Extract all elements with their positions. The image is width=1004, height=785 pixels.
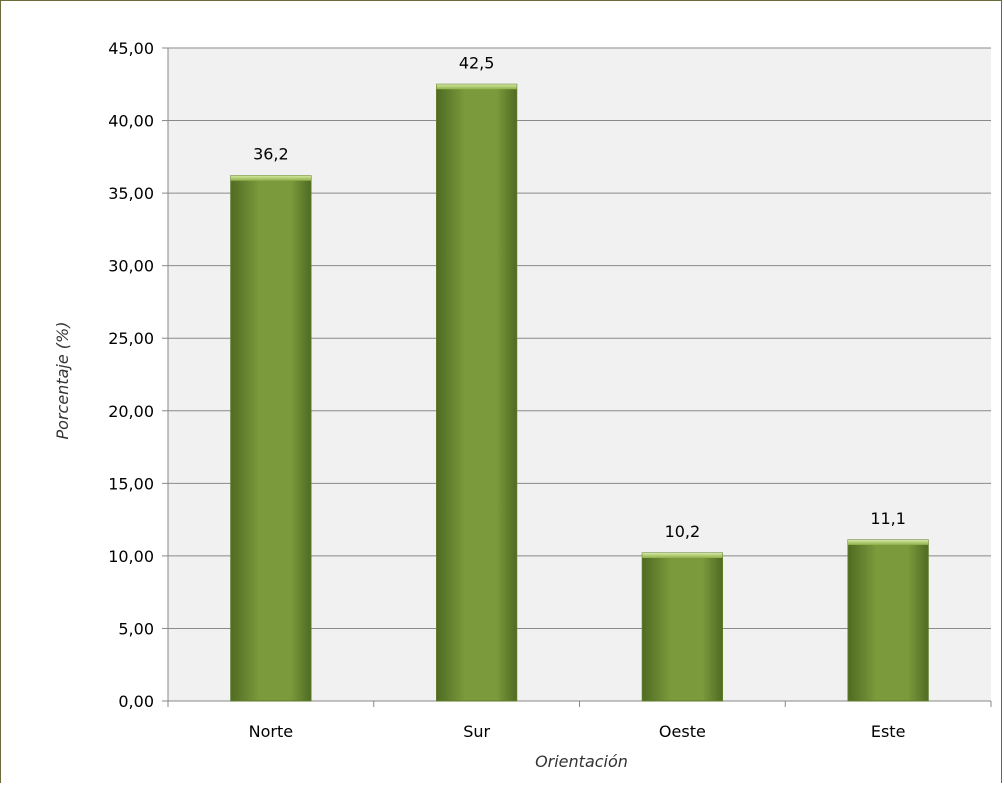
data-label: 10,2 [665,522,701,541]
y-tick-label: 45,00 [108,39,154,58]
bar-sur [436,83,518,702]
labels: 0,00 5,00 10,00 15,00 20,00 25,00 30,00 35,00 40… [108,39,906,741]
x-tick-label: Sur [463,722,490,741]
x-tick-label: Este [871,722,906,741]
y-axis-title: Porcentaje (%) [53,322,72,440]
y-tick-label: 30,00 [108,257,154,276]
y-tick-label: 35,00 [108,184,154,203]
data-label: 42,5 [459,53,495,72]
bar-highlight [436,84,517,90]
x-axis-title: Orientación [535,752,628,771]
y-tick-label: 15,00 [108,474,154,493]
x-tick-label: Norte [249,722,293,741]
y-tick-label: 10,00 [108,547,154,566]
y-tick-label: 20,00 [108,402,154,421]
y-tick-label: 0,00 [118,692,154,711]
bars [230,83,929,702]
data-label: 36,2 [253,145,289,164]
bar-oeste [641,552,723,702]
y-tick-label: 40,00 [108,112,154,131]
y-tick-label: 25,00 [108,329,154,348]
bar-este [847,539,929,702]
data-label: 11,1 [870,509,906,528]
x-tick-label: Oeste [659,722,706,741]
bar-highlight [230,175,311,181]
bar-norte [230,175,312,702]
bar-highlight [642,552,723,558]
y-tick-label: 5,00 [118,619,154,638]
bar-highlight [848,539,929,545]
